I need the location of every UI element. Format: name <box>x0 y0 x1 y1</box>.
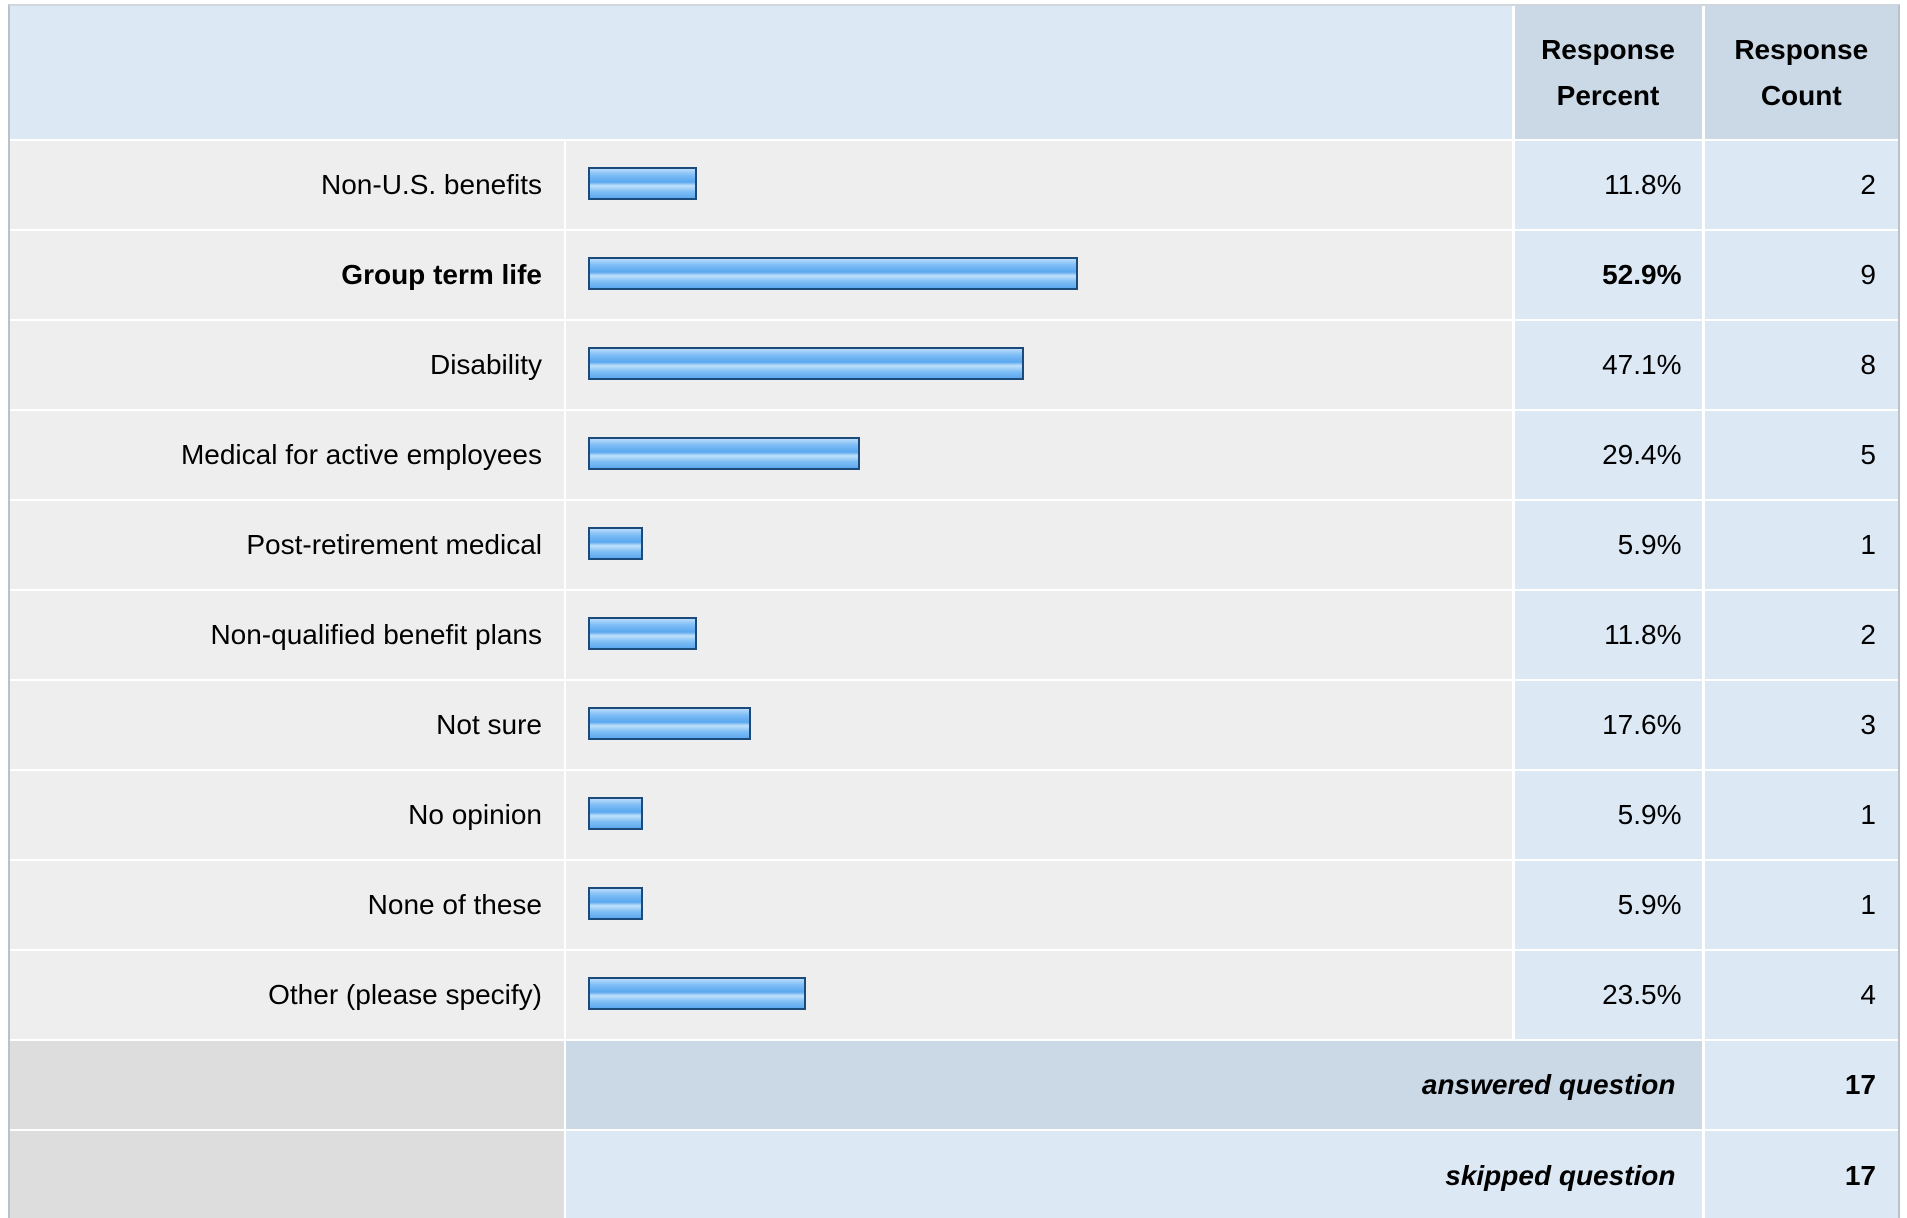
response-percent-header-line2: Percent <box>1556 79 1660 111</box>
response-count: 8 <box>1701 319 1898 410</box>
category-label: Group term life <box>10 229 565 320</box>
response-percent: 5.9% <box>1511 769 1703 860</box>
response-percent: 11.8% <box>1511 139 1703 230</box>
table-row: Other (please specify) 23.5% 4 <box>10 949 1898 1040</box>
response-count: 1 <box>1701 499 1898 590</box>
category-label: Post-retirement medical <box>10 499 565 590</box>
bar-cell <box>564 859 1513 950</box>
bar-cell <box>564 499 1513 590</box>
bar-cell <box>564 229 1513 320</box>
survey-results-table: Response Percent Response Count Non-U.S.… <box>8 4 1900 1218</box>
response-bar <box>588 347 1024 380</box>
category-label: Non-U.S. benefits <box>10 139 565 230</box>
response-count: 1 <box>1701 769 1898 860</box>
table-row: Group term life 52.9% 9 <box>10 229 1898 320</box>
response-bar <box>588 527 643 560</box>
answered-question-value: 17 <box>1701 1039 1898 1130</box>
response-count-header: Response Count <box>1701 6 1898 140</box>
skipped-question-value: 17 <box>1701 1129 1898 1218</box>
response-percent: 47.1% <box>1511 319 1703 410</box>
header-row: Response Percent Response Count <box>10 6 1898 140</box>
response-bar <box>588 257 1078 290</box>
results-table: Response Percent Response Count Non-U.S.… <box>10 6 1898 1218</box>
response-percent: 52.9% <box>1511 229 1703 320</box>
response-count: 3 <box>1701 679 1898 770</box>
category-label: Other (please specify) <box>10 949 565 1040</box>
response-percent: 5.9% <box>1511 499 1703 590</box>
response-bar <box>588 167 697 200</box>
response-percent: 29.4% <box>1511 409 1703 500</box>
bar-cell <box>564 589 1513 680</box>
bar-cell <box>564 139 1513 230</box>
bar-cell <box>564 409 1513 500</box>
answered-row-blank <box>10 1039 565 1130</box>
response-percent: 5.9% <box>1511 859 1703 950</box>
response-percent: 23.5% <box>1511 949 1703 1040</box>
bar-cell <box>564 769 1513 860</box>
table-row: None of these 5.9% 1 <box>10 859 1898 950</box>
category-label: Non-qualified benefit plans <box>10 589 565 680</box>
response-bar <box>588 617 697 650</box>
bar-cell <box>564 949 1513 1040</box>
response-percent: 17.6% <box>1511 679 1703 770</box>
skipped-row-blank <box>10 1129 565 1218</box>
table-row: Post-retirement medical 5.9% 1 <box>10 499 1898 590</box>
answered-row: answered question 17 <box>10 1039 1898 1130</box>
response-percent-header: Response Percent <box>1511 6 1703 140</box>
response-percent: 11.8% <box>1511 589 1703 680</box>
category-label: No opinion <box>10 769 565 860</box>
table-row: Non-qualified benefit plans 11.8% 2 <box>10 589 1898 680</box>
category-label: Not sure <box>10 679 565 770</box>
response-percent-header-line1: Response <box>1541 33 1675 65</box>
header-blank <box>10 6 1513 140</box>
skipped-row: skipped question 17 <box>10 1129 1898 1218</box>
response-bar <box>588 887 643 920</box>
bar-cell <box>564 679 1513 770</box>
response-bar <box>588 977 806 1010</box>
response-count: 2 <box>1701 139 1898 230</box>
response-count: 2 <box>1701 589 1898 680</box>
skipped-question-label: skipped question <box>564 1129 1703 1218</box>
response-count: 9 <box>1701 229 1898 320</box>
bar-cell <box>564 319 1513 410</box>
table-row: Non-U.S. benefits 11.8% 2 <box>10 139 1898 230</box>
table-row: Medical for active employees 29.4% 5 <box>10 409 1898 500</box>
response-count: 5 <box>1701 409 1898 500</box>
table-row: Not sure 17.6% 3 <box>10 679 1898 770</box>
response-count: 1 <box>1701 859 1898 950</box>
answered-question-label: answered question <box>564 1039 1703 1130</box>
response-count-header-line1: Response <box>1734 33 1869 65</box>
category-label: Disability <box>10 319 565 410</box>
category-label: Medical for active employees <box>10 409 565 500</box>
table-row: Disability 47.1% 8 <box>10 319 1898 410</box>
table-row: No opinion 5.9% 1 <box>10 769 1898 860</box>
response-count: 4 <box>1701 949 1898 1040</box>
category-label: None of these <box>10 859 565 950</box>
response-bar <box>588 797 643 830</box>
response-bar <box>588 437 860 470</box>
response-count-header-line2: Count <box>1760 79 1842 111</box>
response-bar <box>588 707 751 740</box>
